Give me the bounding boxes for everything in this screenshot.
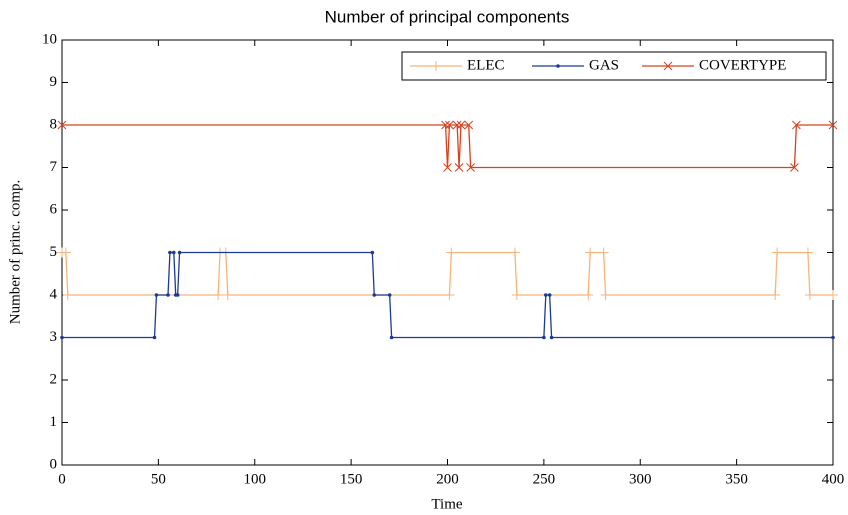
marker xyxy=(549,335,554,340)
marker xyxy=(542,335,546,340)
marker xyxy=(154,293,159,297)
marker xyxy=(387,293,392,297)
marker xyxy=(177,250,182,255)
marker xyxy=(828,290,838,300)
chart-title: Number of principal components xyxy=(325,7,570,26)
y-tick-label: 7 xyxy=(50,159,58,175)
marker xyxy=(585,247,596,258)
x-tick-label: 150 xyxy=(340,471,363,487)
marker xyxy=(511,290,522,300)
x-tick-label: 0 xyxy=(58,471,66,487)
marker xyxy=(544,293,548,297)
legend-marker xyxy=(663,61,673,71)
marker xyxy=(831,335,835,340)
marker xyxy=(168,250,172,255)
marker xyxy=(792,120,801,130)
marker xyxy=(454,163,464,172)
y-tick-label: 8 xyxy=(50,116,58,132)
marker xyxy=(466,163,475,172)
legend: ELEC GAS COVERTYPE xyxy=(401,51,827,81)
legend-marker xyxy=(431,61,441,71)
y-tick-label: 2 xyxy=(50,371,58,387)
marker xyxy=(446,247,457,258)
marker xyxy=(171,250,176,255)
x-tick-label: 250 xyxy=(533,471,556,487)
legend-box xyxy=(401,51,827,81)
marker xyxy=(444,290,455,300)
marker xyxy=(166,293,170,297)
legend-label: GAS xyxy=(589,57,619,73)
marker xyxy=(213,290,224,300)
marker xyxy=(372,293,377,297)
marker xyxy=(547,293,552,297)
marker xyxy=(770,290,781,300)
marker xyxy=(389,335,394,340)
marker xyxy=(790,163,799,172)
marker xyxy=(62,290,73,300)
x-tick-label: 200 xyxy=(436,471,459,487)
y-tick-label: 0 xyxy=(50,456,58,472)
y-tick-label: 5 xyxy=(50,244,58,260)
y-tick-label: 1 xyxy=(50,414,58,430)
marker xyxy=(464,120,474,130)
series-line xyxy=(62,124,833,169)
marker xyxy=(509,247,520,258)
marker xyxy=(441,120,450,130)
marker xyxy=(370,250,375,255)
legend-label: ELEC xyxy=(467,57,505,73)
marker xyxy=(152,335,157,340)
y-tick-label: 10 xyxy=(42,31,57,47)
x-tick-label: 50 xyxy=(151,471,166,487)
marker xyxy=(772,247,783,258)
marker xyxy=(60,335,64,340)
y-tick-label: 6 xyxy=(50,201,58,217)
x-tick-label: 300 xyxy=(629,471,652,487)
marker xyxy=(60,247,71,258)
y-tick-label: 3 xyxy=(50,329,58,345)
x-tick-label: 100 xyxy=(244,471,267,487)
marker xyxy=(804,290,815,300)
marker xyxy=(445,120,454,130)
series-line xyxy=(62,251,833,296)
marker xyxy=(175,293,180,297)
legend-marker xyxy=(556,64,560,68)
marker xyxy=(802,247,813,258)
x-tick-label: 350 xyxy=(725,471,748,487)
marker xyxy=(57,120,67,130)
marker xyxy=(583,290,594,300)
marker xyxy=(456,120,466,130)
marker xyxy=(600,290,611,300)
marker xyxy=(452,120,462,130)
y-tick-label: 9 xyxy=(50,74,58,90)
y-axis-label: Number of princ. comp. xyxy=(7,180,23,325)
marker xyxy=(828,120,838,130)
marker xyxy=(222,290,233,300)
x-axis-label: Time xyxy=(431,496,462,512)
marker xyxy=(598,247,609,258)
x-tick-label: 400 xyxy=(822,471,845,487)
y-tick-label: 4 xyxy=(50,286,58,302)
legend-label: COVERTYPE xyxy=(699,57,786,73)
marker xyxy=(443,163,452,172)
